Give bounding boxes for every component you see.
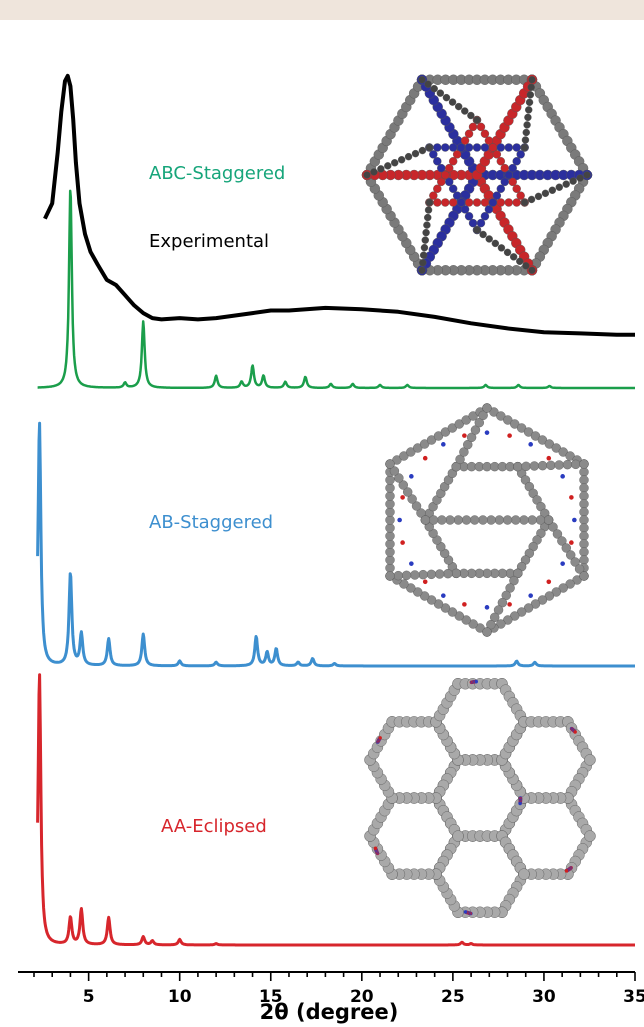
x-tick-label: 30 bbox=[532, 987, 556, 1007]
plot-lines bbox=[36, 73, 636, 947]
label-abc-staggered: ABC-Staggered bbox=[149, 163, 285, 184]
x-axis-title: 2θ (degree) bbox=[260, 1000, 399, 1024]
inset-ab-structure bbox=[385, 403, 589, 637]
series-line-abc-staggered bbox=[37, 189, 636, 390]
x-tick-label: 20 bbox=[350, 987, 374, 1007]
label-ab-staggered: AB-Staggered bbox=[149, 512, 273, 533]
series-line-aa-eclipsed bbox=[36, 673, 636, 947]
label-experimental: Experimental bbox=[149, 231, 269, 252]
inset-abc-structure bbox=[361, 74, 593, 276]
x-tick-label: 35 bbox=[623, 987, 644, 1007]
series-line-ab-staggered bbox=[36, 421, 636, 668]
x-tick-label: 15 bbox=[259, 987, 283, 1007]
label-aa-eclipsed: AA-Eclipsed bbox=[161, 816, 267, 837]
x-tick-label: 25 bbox=[441, 987, 465, 1007]
top-band bbox=[0, 0, 644, 20]
inset-aa-structure bbox=[364, 678, 596, 918]
x-tick-label: 5 bbox=[83, 987, 95, 1007]
x-axis: 5 10 15 20 25 30 35 bbox=[18, 971, 644, 1007]
series-line-experimental bbox=[43, 73, 635, 337]
structure-insets bbox=[361, 74, 596, 918]
x-tick-label: 10 bbox=[168, 987, 192, 1007]
